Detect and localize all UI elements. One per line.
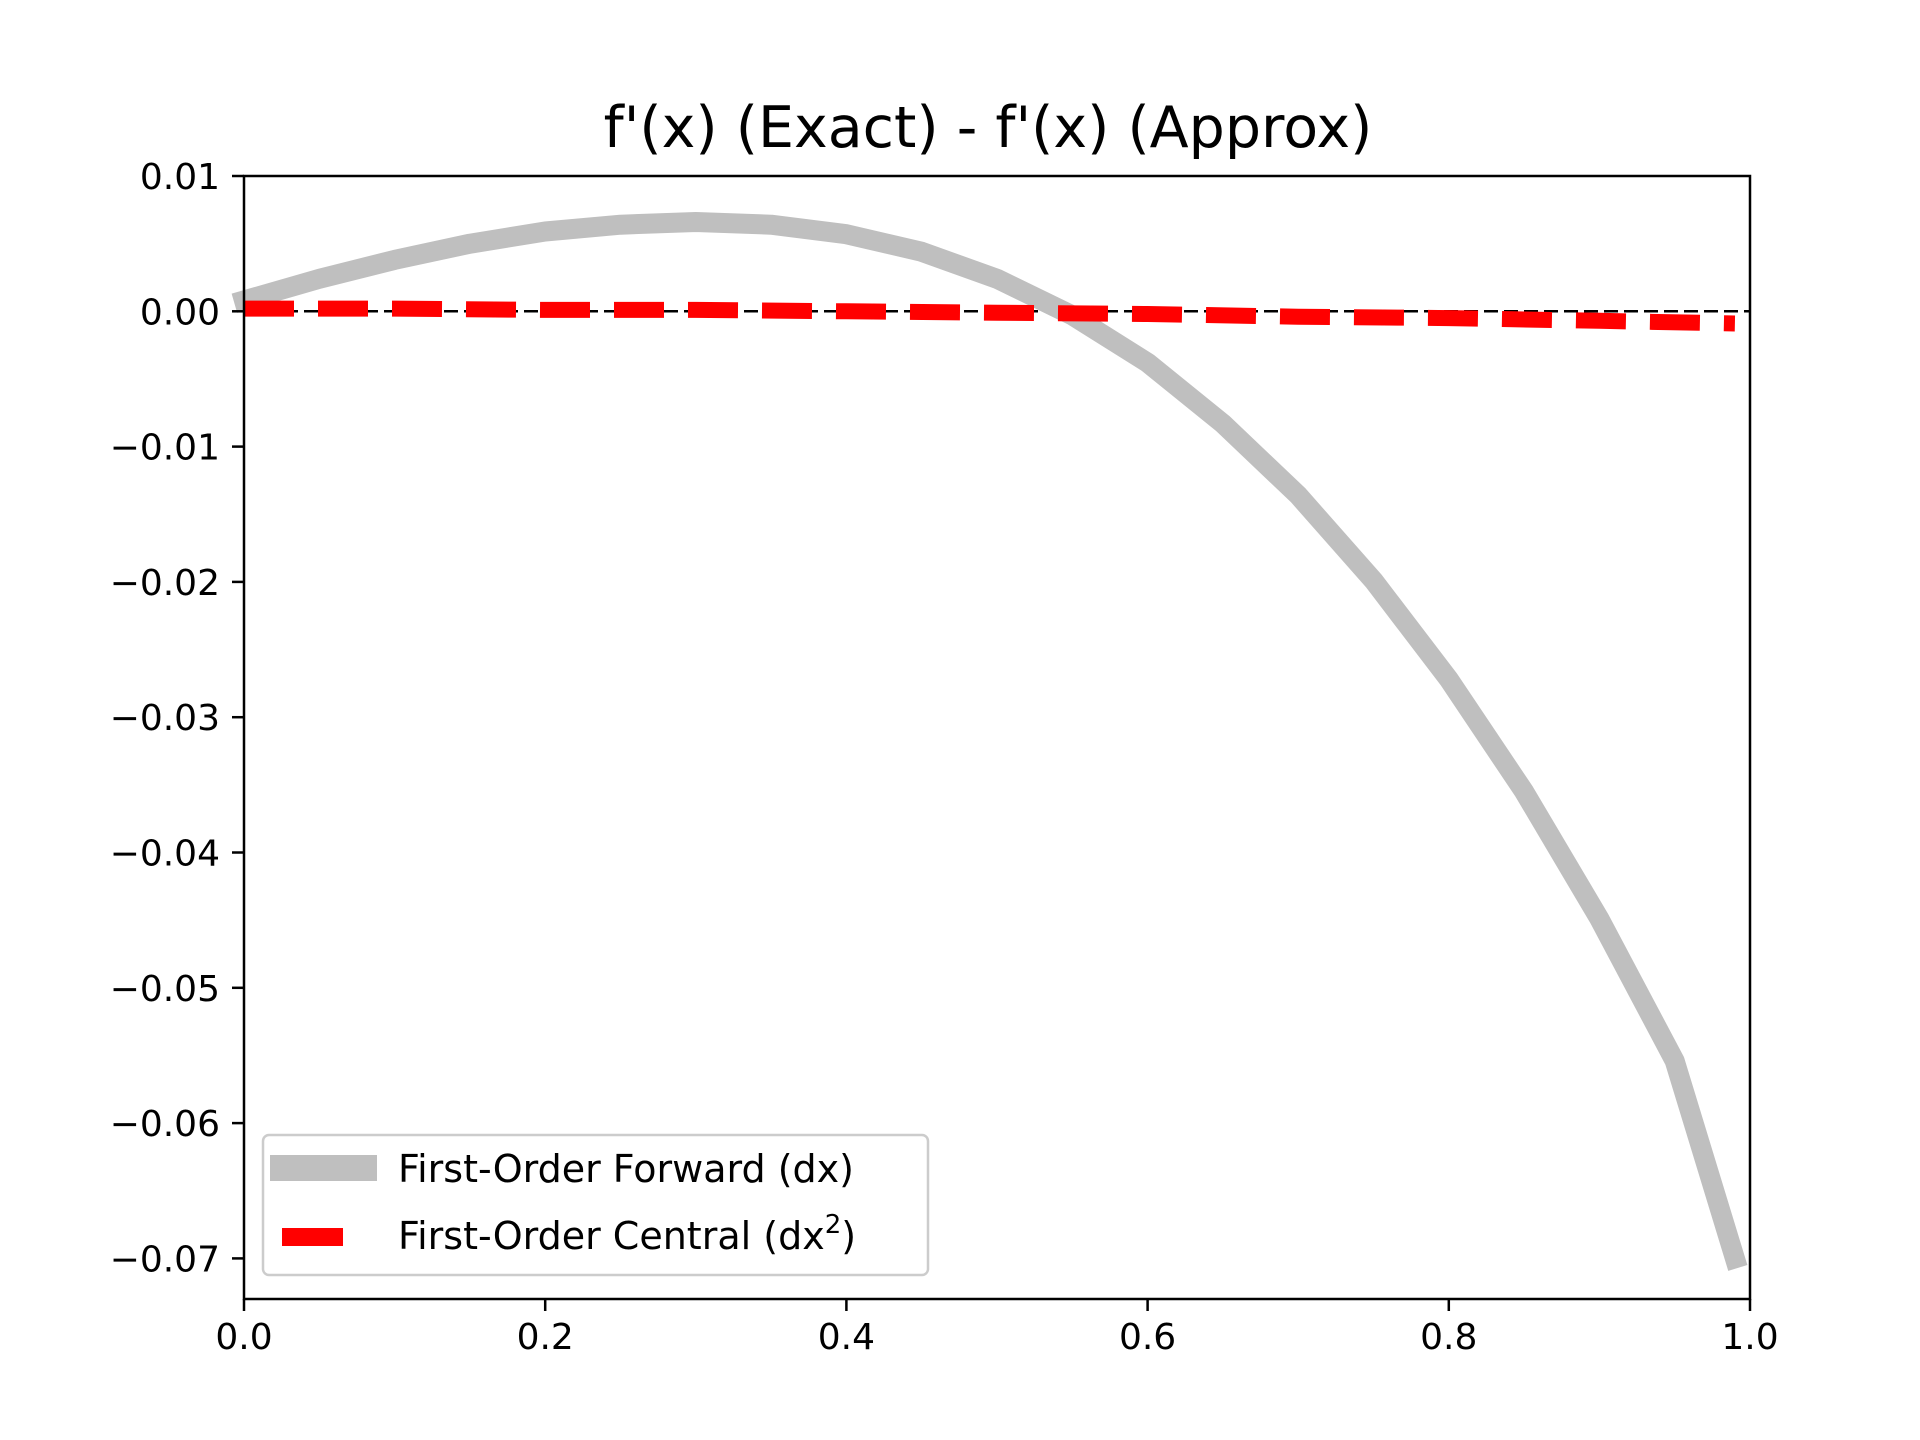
legend-label-central-superscript: 2 xyxy=(825,1210,842,1240)
series-line-forward xyxy=(231,212,1748,1271)
y-tick-label: 0.00 xyxy=(140,292,220,333)
x-tick-label: 0.8 xyxy=(1420,1317,1477,1358)
y-tick-label: −0.01 xyxy=(110,428,220,469)
axes: 0.0 0.2 0.4 0.6 0.8 1.0 0.01 0.00 −0.01 −0.02 −0.0… xyxy=(110,157,1779,1358)
y-tick-label: 0.01 xyxy=(140,157,220,198)
x-tick-label: 0.4 xyxy=(818,1317,875,1358)
y-tick-label: −0.02 xyxy=(110,563,220,604)
y-tick-label: −0.03 xyxy=(110,698,220,739)
y-tick-label: −0.05 xyxy=(110,969,220,1010)
chart-title: f'(x) (Exact) - f'(x) (Approx) xyxy=(604,95,1373,161)
x-tick-label: 0.0 xyxy=(215,1317,272,1358)
plot-area xyxy=(231,212,1750,1271)
x-tick-label: 0.2 xyxy=(517,1317,574,1358)
legend-label-central-base: First-Order Central (dx xyxy=(398,1214,825,1258)
legend: First-Order Forward (dx) First-Order Cen… xyxy=(261,1133,930,1277)
y-tick-label: −0.04 xyxy=(110,834,220,875)
series-line-central xyxy=(244,300,1736,332)
legend-label-central: First-Order Central (dx2) xyxy=(398,1210,856,1258)
y-tick-label: −0.07 xyxy=(110,1239,220,1280)
legend-frame xyxy=(261,1133,930,1277)
legend-label-central-tail: ) xyxy=(841,1214,856,1258)
y-tick-label: −0.06 xyxy=(110,1104,220,1145)
legend-label-forward: First-Order Forward (dx) xyxy=(398,1147,854,1191)
axes-frame xyxy=(242,174,1752,1301)
x-tick-label: 0.6 xyxy=(1119,1317,1176,1358)
x-tick-label: 1.0 xyxy=(1721,1317,1778,1358)
